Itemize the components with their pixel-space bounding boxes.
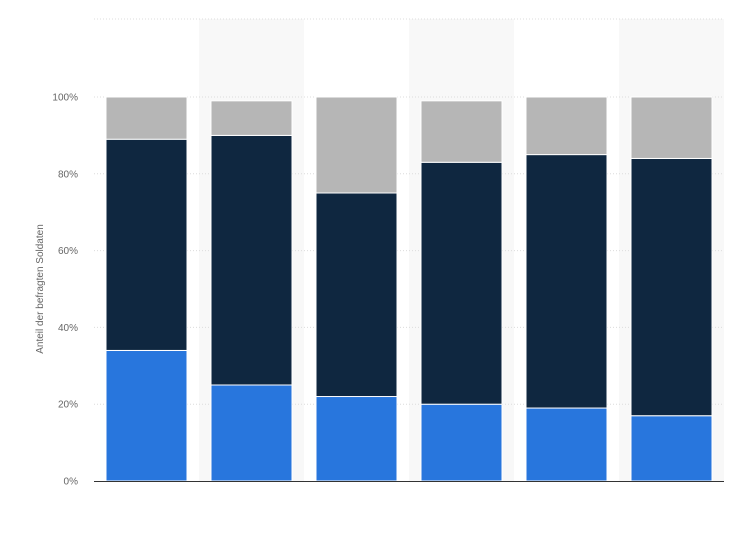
- bar-segment-2: [630, 157, 713, 417]
- bar-segment-3: [315, 96, 398, 194]
- y-tick-label: 20%: [58, 400, 78, 411]
- bar-segment-2: [525, 154, 608, 409]
- bar-segment-1: [420, 403, 503, 482]
- y-axis: 0% 20% 40% 60% 80% 100%: [52, 93, 724, 488]
- y-tick-label: 40%: [58, 323, 78, 334]
- y-tick-label: 60%: [58, 246, 78, 257]
- bar-segment-2: [210, 134, 293, 386]
- bar-segment-3: [525, 96, 608, 156]
- bar-segment-1: [630, 415, 713, 482]
- bar-segment-3: [105, 96, 188, 140]
- bar-segment-2: [315, 192, 398, 398]
- bar-segment-3: [210, 100, 293, 136]
- bar-segment-3: [420, 100, 503, 163]
- bar-segment-1: [525, 407, 608, 482]
- bar-segment-2: [105, 138, 188, 351]
- bar-segment-1: [105, 349, 188, 482]
- y-tick-label: 80%: [58, 169, 78, 180]
- y-tick-label: 100%: [52, 93, 78, 104]
- y-axis-title: Anteil der befragten Soldaten: [35, 224, 46, 354]
- bar-segment-1: [315, 396, 398, 482]
- bar-segment-1: [210, 384, 293, 482]
- bar-segment-3: [630, 96, 713, 159]
- gridlines: [94, 18, 724, 405]
- bars: [105, 96, 713, 482]
- y-tick-label: 0%: [64, 477, 79, 488]
- bar-segment-2: [420, 161, 503, 405]
